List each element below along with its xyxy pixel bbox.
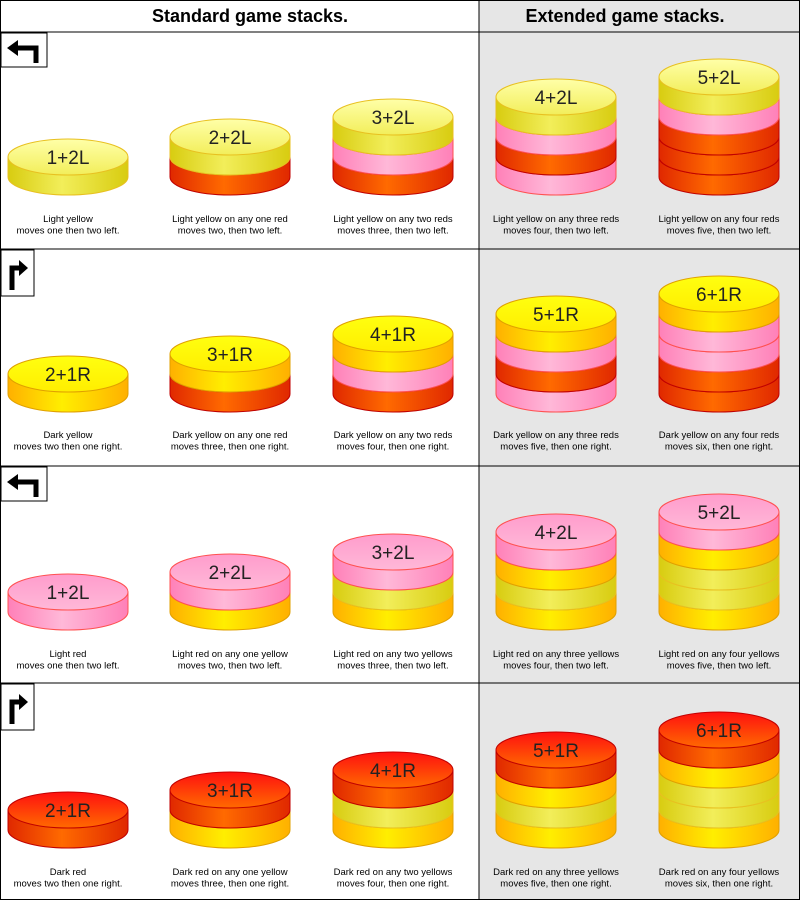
chip xyxy=(7,791,129,849)
chip xyxy=(169,118,291,176)
stack-label: 5+2L xyxy=(698,503,741,524)
stack: 6+1R Dark yellow on any four reds moves si… xyxy=(658,275,780,453)
stack-label: 2+1R xyxy=(45,801,91,822)
chip xyxy=(169,335,291,393)
stack-caption: Light red on any three yellows moves four… xyxy=(493,649,619,672)
stack: 4+1R Dark yellow on any two reds moves fou… xyxy=(332,315,454,453)
stack: 2+2L Light red on any one yellow moves two… xyxy=(169,553,291,672)
stack-caption: Dark yellow on any one red moves three, t… xyxy=(171,430,289,453)
stack: 5+2L Light red on any four yellows moves f… xyxy=(658,493,780,672)
stack: 3+2L Light yellow on any two reds moves th… xyxy=(332,98,454,237)
stack-caption: Light red on any four yellows moves five,… xyxy=(659,649,780,672)
stack: 1+2L Light yellow moves one then two left. xyxy=(7,138,129,237)
stack: 5+2L Light yellow on any four reds moves f… xyxy=(658,58,780,237)
stack-label: 3+2L xyxy=(372,108,415,129)
stack-caption: Light red moves one then two left. xyxy=(17,649,120,672)
chip xyxy=(7,355,129,413)
stack-label: 4+2L xyxy=(535,523,578,544)
stack-row: 2+1R Dark yellow moves two then one right.… xyxy=(0,249,780,453)
stack-caption: Light red on any one yellow moves two, th… xyxy=(172,649,288,672)
chip xyxy=(495,513,617,571)
stack-label: 2+1R xyxy=(45,365,91,386)
stack: 2+1R Dark red moves two then one right. xyxy=(7,791,129,890)
turn-left-arrow-icon xyxy=(0,32,48,68)
stack-label: 3+1R xyxy=(207,345,253,366)
stack: 2+1R Dark yellow moves two then one right. xyxy=(7,355,129,453)
stack-row: 1+2L Light red moves one then two left. 2+2… xyxy=(0,466,780,672)
stack-caption: Dark red on any three yellows moves five,… xyxy=(493,867,619,890)
stack-label: 4+1R xyxy=(370,761,416,782)
chip xyxy=(332,98,454,156)
stack-caption: Light yellow moves one then two left. xyxy=(17,214,120,237)
chip xyxy=(7,138,129,196)
stack: 3+2L Light red on any two yellows moves th… xyxy=(332,533,454,672)
stack: 6+1R Dark red on any four yellows moves si… xyxy=(658,711,780,890)
stack-label: 3+1R xyxy=(207,781,253,802)
extended-header: Extended game stacks. xyxy=(525,6,724,26)
stack-caption: Light yellow on any one red moves two, th… xyxy=(172,214,288,237)
chip xyxy=(658,493,780,551)
standard-header: Standard game stacks. xyxy=(152,6,348,26)
stack-caption: Dark yellow on any four reds moves six, t… xyxy=(659,430,780,453)
chip xyxy=(658,58,780,116)
stack-label: 5+1R xyxy=(533,741,579,762)
chip xyxy=(7,573,129,631)
stack-label: 5+1R xyxy=(533,305,579,326)
turn-right-arrow-icon xyxy=(0,683,35,731)
stack-caption: Light yellow on any two reds moves three,… xyxy=(333,214,453,237)
stack-caption: Light yellow on any three reds moves four… xyxy=(493,214,619,237)
stack-label: 6+1R xyxy=(696,721,742,742)
chip xyxy=(332,533,454,591)
stack-caption: Dark red moves two then one right. xyxy=(14,867,123,890)
chip xyxy=(332,315,454,373)
stack-label: 4+1R xyxy=(370,325,416,346)
stack-row: 2+1R Dark red moves two then one right. 3+1… xyxy=(0,683,780,890)
chip xyxy=(495,295,617,353)
stack: 4+2L Light red on any three yellows moves … xyxy=(493,513,619,672)
chip xyxy=(658,275,780,333)
stack: 4+2L Light yellow on any three reds moves … xyxy=(493,78,619,237)
stack-caption: Light red on any two yellows moves three,… xyxy=(333,649,453,672)
stack: 4+1R Dark red on any two yellows moves fou… xyxy=(332,751,454,890)
chip xyxy=(495,78,617,136)
stack-caption: Dark red on any two yellows moves four, t… xyxy=(334,867,453,890)
stack-row: 1+2L Light yellow moves one then two left.… xyxy=(0,32,780,237)
stack: 3+1R Dark red on any one yellow moves thre… xyxy=(169,771,291,890)
chip xyxy=(169,553,291,611)
turn-right-arrow-icon xyxy=(0,249,35,297)
stack: 1+2L Light red moves one then two left. xyxy=(7,573,129,672)
stack-label: 5+2L xyxy=(698,68,741,89)
stack: 2+2L Light yellow on any one red moves two… xyxy=(169,118,291,237)
stack-label: 1+2L xyxy=(47,583,90,604)
stack-label: 4+2L xyxy=(535,88,578,109)
stack-label: 1+2L xyxy=(47,148,90,169)
stack-caption: Dark yellow on any three reds moves five,… xyxy=(493,430,619,453)
stack: 5+1R Dark red on any three yellows moves f… xyxy=(493,731,619,890)
stack-label: 6+1R xyxy=(696,285,742,306)
stack-label: 2+2L xyxy=(209,128,252,149)
chip xyxy=(332,751,454,809)
stack-caption: Dark yellow on any two reds moves four, t… xyxy=(334,430,453,453)
stack: 3+1R Dark yellow on any one red moves thre… xyxy=(169,335,291,453)
stack: 5+1R Dark yellow on any three reds moves f… xyxy=(493,295,619,453)
stack-caption: Dark red on any one yellow moves three, t… xyxy=(171,867,289,890)
chip xyxy=(658,711,780,769)
chip xyxy=(495,731,617,789)
stack-label: 3+2L xyxy=(372,543,415,564)
turn-left-arrow-icon xyxy=(0,466,48,502)
stack-caption: Dark red on any four yellows moves six, t… xyxy=(659,867,780,890)
stack-caption: Dark yellow moves two then one right. xyxy=(14,430,123,453)
chip xyxy=(169,771,291,829)
stack-caption: Light yellow on any four reds moves five,… xyxy=(659,214,780,237)
stack-label: 2+2L xyxy=(209,563,252,584)
